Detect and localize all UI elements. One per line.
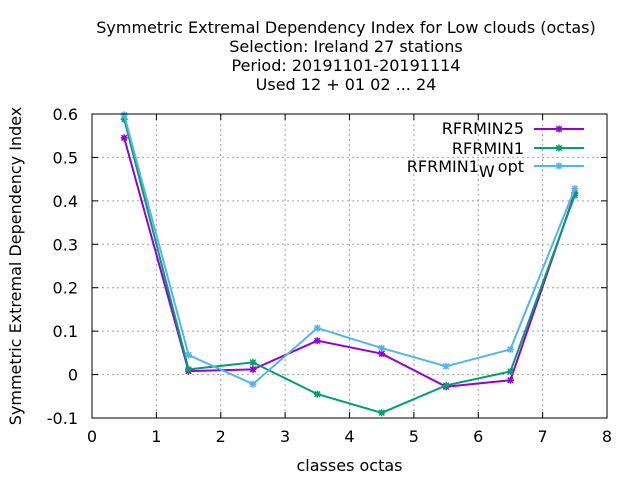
- chart-title-line: Period: 20191101-20191114: [231, 56, 460, 75]
- x-tick-label: 8: [602, 427, 612, 446]
- legend: RFRMIN25 RFRMIN1 RFRMIN1W opt: [407, 119, 584, 181]
- series-point-0: [120, 134, 128, 142]
- grid: [92, 114, 607, 418]
- series-point-2: [506, 345, 514, 353]
- series-line-2: [123, 114, 576, 386]
- x-tick-label: 5: [409, 427, 419, 446]
- axis-ticks: 0 1 2 3 4 5 6 7 8 -0.1 0 0.1 0.2 0.3 0.4 0.5 0.6: [47, 105, 612, 446]
- chart-title: Symmetric Extremal Dependency Index for …: [96, 18, 596, 94]
- x-tick-label: 3: [280, 427, 290, 446]
- y-tick-label: 0.5: [53, 148, 78, 167]
- legend-label-rfrmin25: RFRMIN25: [442, 119, 524, 138]
- chart-title-line: Used 12 + 01 02 ... 24: [256, 75, 437, 94]
- plot-area: [120, 111, 579, 417]
- y-tick-label: 0.2: [53, 279, 78, 298]
- series-point-1: [185, 365, 193, 373]
- y-tick-label: 0.3: [53, 235, 78, 254]
- x-tick-label: 2: [216, 427, 226, 446]
- series-line-0: [123, 137, 576, 388]
- x-tick-label: 0: [87, 427, 97, 446]
- series-point-1: [442, 381, 450, 389]
- series-point-0: [313, 337, 321, 345]
- y-tick-label: 0.1: [53, 322, 78, 341]
- series-point-2: [249, 380, 257, 388]
- series-point-0: [506, 376, 514, 384]
- series-point-1: [313, 390, 321, 398]
- series-point-1: [249, 358, 257, 366]
- x-tick-label: 1: [151, 427, 161, 446]
- y-tick-label: 0: [68, 366, 78, 385]
- x-tick-label: 4: [344, 427, 354, 446]
- y-axis-label: Symmetric Extremal Dependency Index: [6, 107, 25, 426]
- series-point-1: [506, 368, 514, 376]
- legend-label-main: RFRMIN1: [407, 157, 479, 176]
- series-point-2: [442, 362, 450, 370]
- y-tick-label: 0.4: [53, 192, 78, 211]
- series-point-2: [378, 344, 386, 352]
- x-tick-label: 7: [538, 427, 548, 446]
- legend-marker-0: [555, 125, 563, 133]
- legend-label-subscript: W: [479, 162, 495, 181]
- legend-label-rfrmin1-wopt: RFRMIN1W opt: [407, 157, 524, 181]
- series-line-1: [123, 118, 576, 414]
- series-point-2: [313, 324, 321, 332]
- x-tick-label: 6: [473, 427, 483, 446]
- chart-title-line: Selection: Ireland 27 stations: [229, 37, 462, 56]
- legend-marker-2: [555, 162, 563, 170]
- series-point-0: [249, 365, 257, 373]
- x-axis-label: classes octas: [297, 456, 403, 475]
- series-point-2: [120, 111, 128, 119]
- legend-marker-1: [555, 144, 563, 152]
- legend-label-suffix: opt: [498, 157, 524, 176]
- legend-label-rfrmin1: RFRMIN1: [452, 139, 524, 158]
- series-point-1: [378, 409, 386, 417]
- series-point-2: [185, 351, 193, 359]
- y-tick-label: 0.6: [53, 105, 78, 124]
- series-point-2: [571, 185, 579, 193]
- chart-title-line: Symmetric Extremal Dependency Index for …: [96, 18, 596, 37]
- y-tick-label: -0.1: [47, 409, 78, 428]
